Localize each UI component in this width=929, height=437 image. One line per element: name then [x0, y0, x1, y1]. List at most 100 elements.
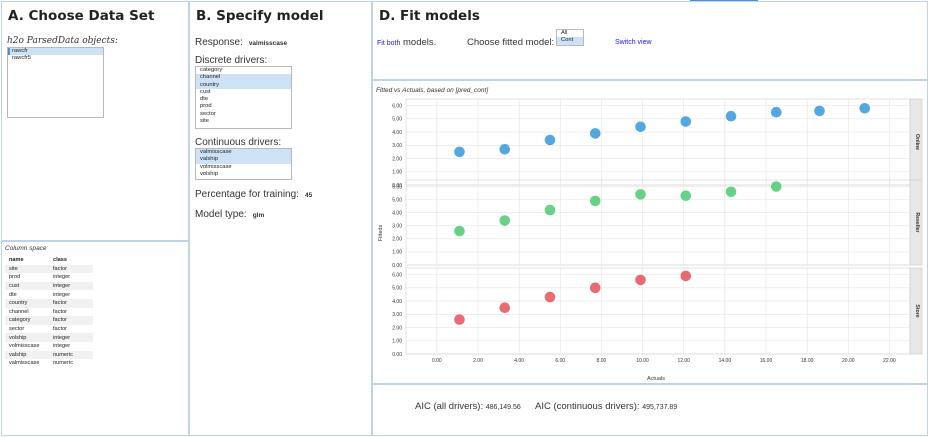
data-point: [453, 146, 466, 158]
data-point: [725, 110, 737, 123]
y-tick-label: 1.00: [392, 250, 402, 256]
discrete-drivers-label: Discrete drivers:: [195, 55, 268, 66]
continuous-driver-option[interactable]: volmisscase: [200, 163, 232, 170]
fit-both-link[interactable]: Fit both: [377, 40, 401, 47]
aic-all-row: AIC (all drivers): 486,149.56: [415, 401, 521, 412]
y-tick-label: 0.00: [392, 263, 402, 269]
facet-frame: [405, 179, 911, 266]
x-tick-label: 14.00: [719, 358, 732, 364]
y-tick-label: 2.00: [392, 325, 402, 331]
fitted-model-option[interactable]: All: [561, 30, 568, 36]
choose-fitted-label: Choose fitted model:: [467, 37, 555, 48]
facet-frame: [405, 98, 911, 186]
aic-all-value: 486,149.56: [485, 404, 521, 411]
data-point: [544, 134, 556, 146]
panel-b-title: B. Specify model: [196, 8, 324, 24]
table-row: cust integer: [5, 281, 93, 291]
y-tick-label: 6.00: [392, 184, 402, 190]
training-pct-value[interactable]: 45: [304, 192, 313, 199]
column-class-cell: integer: [53, 274, 71, 281]
panel-column-space: Column space name class site factor prod in…: [1, 241, 189, 436]
fit-both-row: Fit both models.: [377, 37, 436, 48]
continuous-driver-option[interactable]: valship: [196, 156, 291, 164]
discrete-driver-option[interactable]: cust: [200, 88, 211, 95]
column-space-table: name class site factor prod integer cust inte…: [5, 256, 93, 368]
column-name-cell: dte: [9, 291, 17, 298]
column-name-cell: category: [5, 316, 49, 325]
column-class-cell: factor: [49, 264, 93, 274]
column-name-cell: country: [5, 298, 49, 308]
column-class-cell: numeric: [49, 350, 93, 360]
y-tick-label: 5.00: [392, 286, 402, 292]
objects-label: h2o ParsedData objects:: [7, 36, 118, 46]
table-row: prod integer: [5, 273, 93, 282]
objects-list-item[interactable]: rawcfr5: [12, 55, 32, 62]
chart-y-axis-label: Fitteds: [378, 225, 384, 242]
column-name-cell: prod: [9, 274, 21, 281]
x-tick-label: 22.00: [883, 358, 896, 364]
continuous-driver-option[interactable]: volship: [200, 170, 219, 177]
switch-view-link[interactable]: Switch view: [615, 39, 652, 46]
discrete-driver-option[interactable]: category: [200, 67, 223, 73]
panel-fit-models: D. Fit models Fit both models. Choose fi…: [372, 1, 928, 80]
discrete-driver-option[interactable]: site: [200, 118, 210, 125]
discrete-driver-option[interactable]: channel: [196, 74, 291, 82]
column-name-cell: channel: [9, 308, 29, 315]
column-name-cell: cust: [5, 281, 49, 291]
response-label: Response:: [195, 37, 243, 48]
y-tick-label: 0.00: [392, 183, 402, 189]
data-point: [725, 185, 737, 198]
y-tick-label: 0.00: [392, 352, 402, 358]
x-tick-label: 20.00: [842, 358, 855, 364]
continuous-drivers-listbox[interactable]: valmisscase valship volmisscase volship: [195, 148, 292, 180]
y-tick-label: 5.00: [392, 197, 402, 203]
discrete-driver-option[interactable]: prod: [200, 103, 212, 110]
panel-d-title: D. Fit models: [379, 8, 480, 24]
column-class-cell: factor: [49, 298, 93, 308]
data-point: [589, 281, 602, 294]
fitted-model-option[interactable]: Cont: [557, 37, 583, 45]
facet-strip-label: Online: [914, 134, 920, 150]
data-point: [544, 204, 556, 216]
panel-specify-model: B. Specify model Response: valmisscase Di…: [189, 1, 372, 436]
objects-list-item[interactable]: rawcfr: [8, 48, 103, 56]
discrete-driver-option[interactable]: dte: [200, 96, 209, 103]
data-point: [634, 120, 647, 133]
column-class-cell: integer: [49, 333, 93, 342]
x-tick-label: 16.00: [760, 358, 773, 364]
discrete-driver-option[interactable]: country: [196, 81, 291, 89]
aic-cont-row: AIC (continuous drivers): 495,737.89: [535, 401, 677, 412]
fitted-model-listbox[interactable]: All Cont: [556, 29, 584, 46]
top-accent-line: [690, 0, 758, 2]
data-point: [858, 102, 871, 115]
y-tick-label: 4.00: [392, 299, 402, 305]
fit-both-suffix: models.: [403, 37, 437, 48]
table-row: channel factor: [5, 308, 93, 317]
data-point: [634, 274, 647, 286]
aic-cont-value: 495,737.89: [642, 404, 678, 411]
y-tick-label: 4.00: [392, 210, 402, 216]
model-type-value[interactable]: glm: [252, 212, 265, 219]
x-tick-label: 18.00: [801, 358, 814, 364]
continuous-drivers-label: Continuous drivers:: [195, 137, 282, 148]
training-pct-label: Percentage for training:: [195, 189, 299, 200]
discrete-drivers-listbox[interactable]: category channel country cust dte prod sector s…: [195, 66, 292, 129]
column-class-cell: numeric: [53, 360, 73, 367]
table-row: volmisscase integer: [5, 342, 93, 351]
table-row: sector factor: [5, 325, 93, 334]
y-tick-label: 6.00: [392, 272, 402, 278]
response-row: Response: valmisscase: [195, 37, 287, 48]
continuous-driver-option[interactable]: valmisscase: [196, 149, 291, 157]
fitted-vs-actuals-chart: Fitted vs Actuals, based on [pred_cont] …: [376, 87, 923, 382]
y-tick-label: 3.00: [392, 224, 402, 230]
y-tick-label: 1.00: [392, 170, 402, 176]
data-point: [679, 115, 692, 128]
data-point: [634, 188, 647, 201]
x-tick-label: 10.00: [636, 358, 649, 364]
objects-listbox[interactable]: rawcfr rawcfr5: [7, 47, 104, 118]
facet-strip: [909, 267, 923, 355]
data-point: [770, 180, 783, 193]
discrete-driver-option[interactable]: sector: [200, 110, 216, 117]
column-name-cell: sector: [9, 326, 25, 333]
response-value[interactable]: valmisscase: [248, 40, 288, 47]
